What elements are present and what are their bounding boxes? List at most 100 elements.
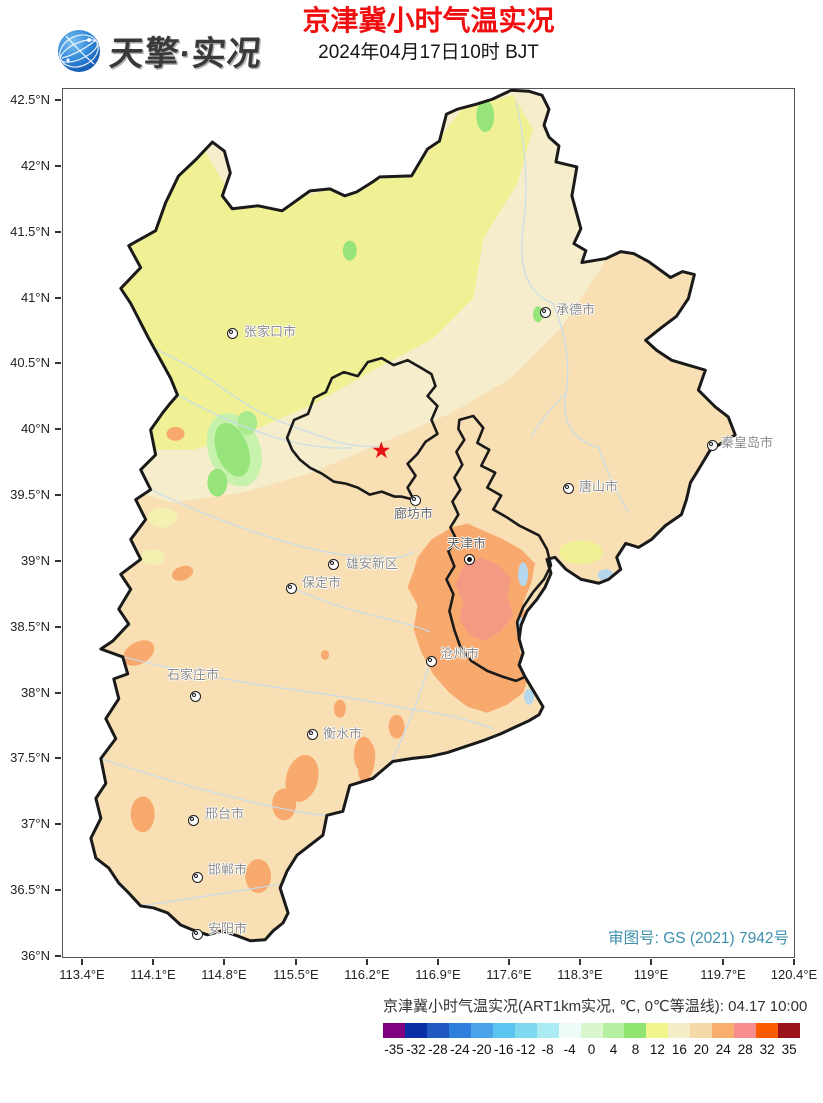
beijing-star-icon: ★ xyxy=(371,437,392,463)
city-marker-廊坊市 xyxy=(409,494,421,506)
x-axis-label: 118.3°E xyxy=(557,967,603,982)
y-axis-tick xyxy=(55,889,61,891)
colorbar-cell xyxy=(712,1023,735,1038)
colorbar-cell xyxy=(602,1023,625,1038)
colorbar-value: 20 xyxy=(693,1042,709,1057)
city-marker-邯郸市 xyxy=(191,871,203,883)
colorbar-cell xyxy=(668,1023,691,1038)
city-label: 雄安新区 xyxy=(346,556,399,571)
colorbar-value: 24 xyxy=(715,1042,731,1057)
y-axis-tick xyxy=(55,560,61,562)
y-axis-tick xyxy=(55,757,61,759)
x-axis-label: 114.8°E xyxy=(201,967,247,982)
colorbar-labels: -35 -32 -28 -24 -20 -16 -12 -8 -4 0 4 8 12 16 20 24 28 32… xyxy=(383,1042,800,1057)
x-axis-tick xyxy=(793,959,795,965)
city-marker-安阳市 xyxy=(191,928,203,940)
colorbar-value: -4 xyxy=(563,1042,576,1057)
colorbar-value: 32 xyxy=(759,1042,775,1057)
city-marker-保定市 xyxy=(285,582,297,594)
x-axis-tick xyxy=(223,959,225,965)
x-axis-label: 114.1°E xyxy=(130,967,176,982)
colorbar-value: 12 xyxy=(649,1042,665,1057)
colorbar-cell xyxy=(778,1023,801,1038)
y-axis-label: 40°N xyxy=(20,421,50,436)
colorbar-cell xyxy=(580,1023,603,1038)
colorbar-value: -28 xyxy=(428,1042,448,1057)
city-marker-雄安新区 xyxy=(327,558,339,570)
colorbar-cell xyxy=(383,1023,405,1038)
city-label: 安阳市 xyxy=(208,921,248,936)
colorbar-value: -16 xyxy=(493,1042,514,1057)
city-label: 廊坊市 xyxy=(394,506,434,521)
y-axis-tick xyxy=(55,955,61,957)
colorbar-value: -20 xyxy=(472,1042,492,1057)
y-axis-tick xyxy=(55,99,61,101)
x-axis-tick xyxy=(366,959,368,965)
y-axis-label: 39°N xyxy=(20,553,50,568)
y-axis-label: 41°N xyxy=(20,290,50,305)
y-axis-label: 41.5°N xyxy=(10,224,50,239)
city-marker-邢台市 xyxy=(187,814,199,826)
city-label: 衡水市 xyxy=(323,726,363,741)
city-label: 沧州市 xyxy=(440,646,480,661)
city-label: 天津市 xyxy=(447,536,487,551)
y-axis-label: 42°N xyxy=(20,158,50,173)
x-axis-label: 116.2°E xyxy=(344,967,390,982)
title-block: 京津冀小时气温实况 2024年04月17日10时 BJT xyxy=(62,4,795,65)
y-axis-label: 38.5°N xyxy=(10,619,50,634)
colorbar-value: -32 xyxy=(406,1042,426,1057)
page-title: 京津冀小时气温实况 xyxy=(302,5,555,36)
y-axis-tick xyxy=(55,297,61,299)
city-marker-承德市 xyxy=(539,306,551,318)
city-marker-沧州市 xyxy=(425,655,437,667)
city-marker-天津市 xyxy=(463,553,475,565)
x-axis-tick xyxy=(152,959,154,965)
tianqing-logo: 天擎·实况 xyxy=(56,26,264,75)
y-axis-tick xyxy=(55,823,61,825)
colorbar-value: -24 xyxy=(450,1042,470,1057)
colorbar-cell xyxy=(646,1023,669,1038)
map-review-number: 审图号: GS (2021) 7942号 xyxy=(608,930,789,947)
globe-icon xyxy=(58,29,100,72)
x-axis-label: 119°E xyxy=(633,967,669,982)
city-marker-唐山市 xyxy=(562,482,574,494)
colorbar-cell xyxy=(536,1023,559,1038)
colorbar-cell xyxy=(426,1023,449,1038)
y-axis-label: 36.5°N xyxy=(10,882,50,897)
x-axis-tick xyxy=(295,959,297,965)
y-axis-tick xyxy=(55,362,61,364)
temperature-map xyxy=(89,89,737,943)
city-label: 张家口市 xyxy=(244,324,297,339)
y-axis-label: 36°N xyxy=(20,948,50,963)
temperature-colorbar xyxy=(383,1023,801,1038)
colorbar-cell xyxy=(756,1023,779,1038)
colorbar-cell xyxy=(558,1023,581,1038)
x-axis-tick xyxy=(437,959,439,965)
x-axis-label: 119.7°E xyxy=(700,967,746,982)
colorbar-cell xyxy=(734,1023,757,1038)
y-axis-tick xyxy=(55,494,61,496)
x-axis-label: 116.9°E xyxy=(415,967,461,982)
y-axis-tick xyxy=(55,165,61,167)
y-axis-label: 39.5°N xyxy=(10,487,50,502)
x-axis-label: 115.5°E xyxy=(273,967,319,982)
colorbar-cell xyxy=(470,1023,493,1038)
y-axis-tick xyxy=(55,626,61,628)
colorbar-value: 35 xyxy=(781,1042,797,1057)
colorbar-value: -12 xyxy=(515,1042,536,1057)
colorbar-cell xyxy=(514,1023,537,1038)
city-marker-衡水市 xyxy=(306,728,318,740)
x-axis-label: 117.6°E xyxy=(486,967,532,982)
city-label: 保定市 xyxy=(302,575,342,590)
map-frame: 审图号: GS (2021) 7942号 xyxy=(62,88,795,958)
page-subtitle: 2024年04月17日10时 BJT xyxy=(318,42,539,63)
y-axis-label: 37.5°N xyxy=(10,750,50,765)
colorbar-value: 28 xyxy=(737,1042,753,1057)
legend: 京津冀小时气温实况(ART1km实况, ℃, 0℃等温线): 04.17 10:… xyxy=(383,995,807,1057)
x-axis-tick xyxy=(508,959,510,965)
y-axis-label: 42.5°N xyxy=(10,92,50,107)
colorbar-cell xyxy=(448,1023,471,1038)
colorbar-cell xyxy=(624,1023,647,1038)
colorbar-cell xyxy=(404,1023,427,1038)
